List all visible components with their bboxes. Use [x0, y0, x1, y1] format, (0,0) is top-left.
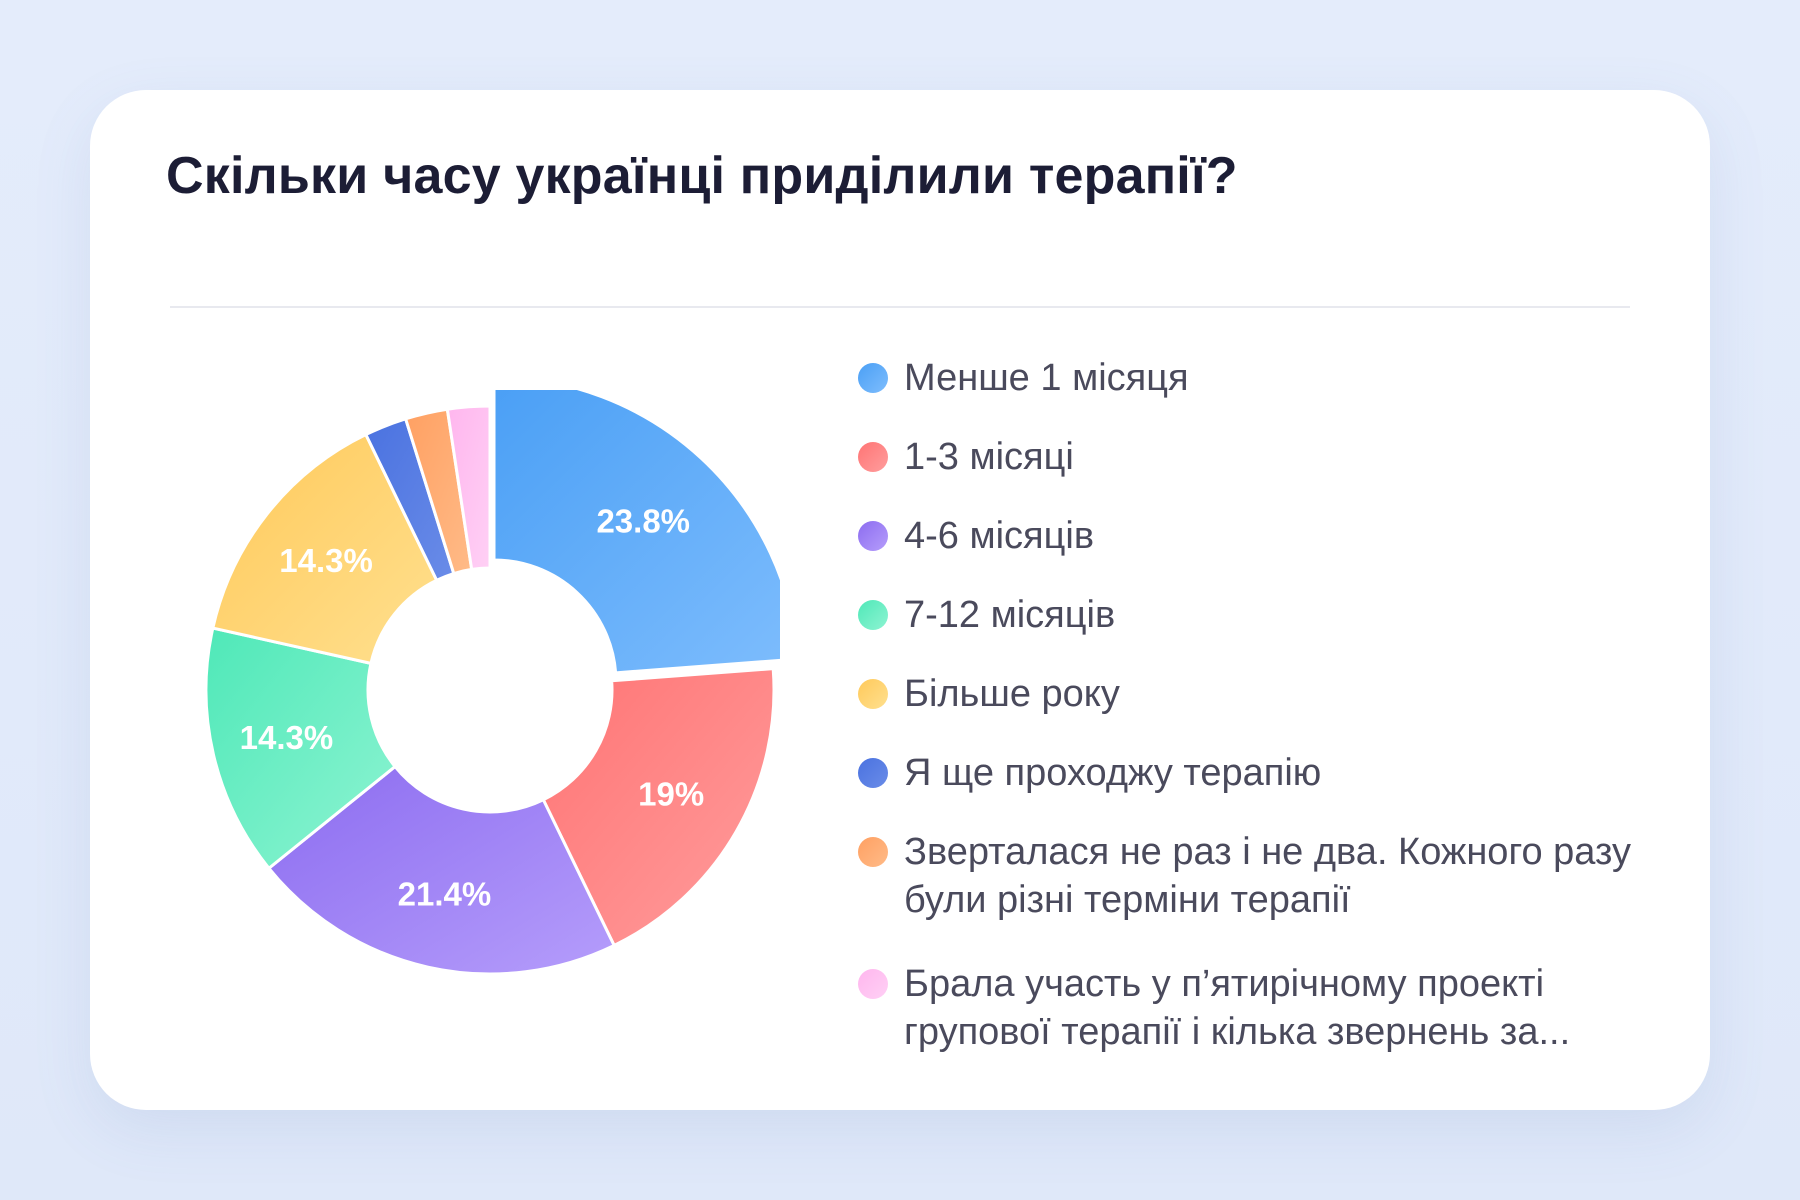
legend-item-8: Брала участь у п’ятирічному проекті груп…: [858, 960, 1658, 1056]
legend-item-1: Менше 1 місяця: [858, 354, 1658, 402]
slice-value-label-4: 14.3%: [240, 719, 334, 756]
legend-item-3: 4-6 місяців: [858, 512, 1658, 560]
legend-label: Я ще проходжу терапію: [904, 752, 1322, 794]
legend-swatch: [858, 969, 888, 999]
legend-label: Менше 1 місяця: [904, 357, 1189, 399]
donut-slice-8: [445, 404, 492, 571]
legend-item-4: 7-12 місяців: [858, 591, 1658, 639]
legend-item-7: Зверталася не раз і не два. Кожного разу…: [858, 828, 1658, 924]
donut-slice-4: [204, 626, 397, 870]
legend-item-5: Більше року: [858, 670, 1658, 718]
divider: [170, 306, 1630, 308]
chart-title: Скільки часу українці приділили терапії?: [166, 147, 1238, 205]
legend-swatch: [858, 600, 888, 630]
slice-value-label-5: 14.3%: [279, 542, 373, 579]
legend-label: Зверталася не раз і не два. Кожного разу…: [904, 831, 1631, 921]
chart-card: Скільки часу українці приділили терапії?…: [90, 90, 1710, 1110]
slice-value-label-3: 21.4%: [398, 875, 492, 912]
slice-value-label-1: 23.8%: [596, 503, 690, 540]
legend-swatch: [858, 679, 888, 709]
donut-slice-2: [541, 667, 776, 947]
legend-label: 1-3 місяці: [904, 436, 1074, 478]
legend-label: 4-6 місяців: [904, 515, 1095, 557]
legend-swatch: [858, 758, 888, 788]
legend: Менше 1 місяця 1-3 місяці 4-6 місяців 7-12 …: [858, 354, 1658, 1092]
donut-slice-3: [267, 765, 616, 976]
legend-item-2: 1-3 місяці: [858, 433, 1658, 481]
slice-value-label-2: 19%: [638, 776, 704, 813]
legend-swatch: [858, 521, 888, 551]
donut-chart: 23.8% 19% 21.4% 14.3% 14.3%: [204, 390, 780, 976]
legend-swatch: [858, 363, 888, 393]
legend-label: 7-12 місяців: [904, 594, 1116, 636]
donut-slice-1: [492, 390, 780, 675]
legend-item-6: Я ще проходжу терапію: [858, 749, 1658, 797]
legend-label: Більше року: [904, 673, 1120, 715]
donut-slice-5: [211, 433, 439, 665]
legend-swatch: [858, 837, 888, 867]
legend-label: Брала участь у п’ятирічному проекті груп…: [904, 963, 1571, 1053]
legend-swatch: [858, 442, 888, 472]
